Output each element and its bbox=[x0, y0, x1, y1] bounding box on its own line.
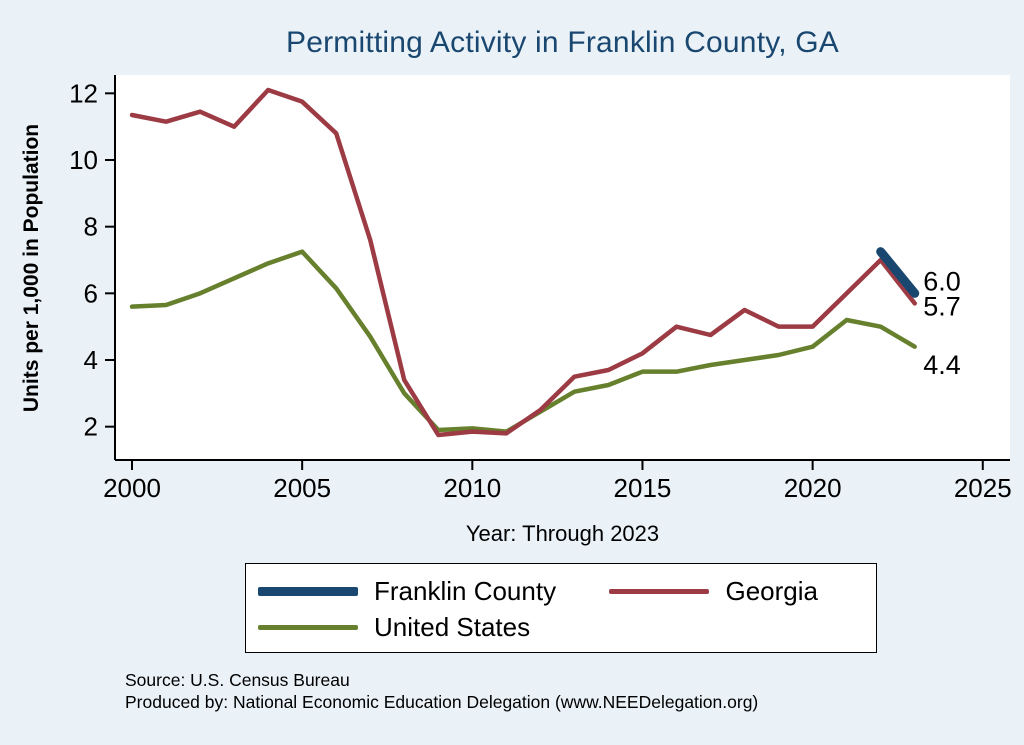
x-tick-label: 2000 bbox=[103, 473, 161, 503]
series-line-franklin-county bbox=[876, 247, 920, 298]
x-tick-label: 2005 bbox=[273, 473, 331, 503]
y-tick-label: 6 bbox=[84, 278, 98, 308]
source-line-2: Produced by: National Economic Education… bbox=[125, 691, 759, 712]
x-tick-label: 2015 bbox=[614, 473, 672, 503]
chart-title: Permitting Activity in Franklin County, … bbox=[285, 26, 840, 59]
legend-line-swatch bbox=[258, 624, 358, 630]
legend: Franklin County Georgia United States bbox=[245, 563, 877, 653]
legend-line-swatch bbox=[609, 588, 710, 594]
x-tick-label: 2010 bbox=[443, 473, 501, 503]
end-value-label: 6.0 bbox=[923, 267, 961, 297]
chart-svg: 2 4 6 8 10 12 2000 2005 2010 2015 2020 2025 6.05.7 4.… bbox=[20, 75, 1012, 503]
end-value-label: 5.7 bbox=[923, 292, 961, 322]
y-tick-label: 2 bbox=[84, 412, 98, 442]
legend-label: Georgia bbox=[725, 576, 818, 606]
legend-label: United States bbox=[374, 612, 531, 642]
source-line-1: Source: U.S. Census Bureau bbox=[125, 670, 350, 690]
series-line-georgia bbox=[129, 87, 917, 438]
legend-label: Franklin County bbox=[374, 576, 557, 606]
y-tick-label: 8 bbox=[84, 212, 98, 242]
y-tick-label: 12 bbox=[69, 78, 98, 108]
x-axis-caption: Year: Through 2023 bbox=[465, 521, 660, 546]
y-axis-title: Units per 1,000 in Population bbox=[20, 124, 43, 412]
legend-item-georgia: Georgia bbox=[609, 578, 864, 604]
y-tick-label: 10 bbox=[69, 145, 98, 175]
x-tick-label: 2020 bbox=[784, 473, 842, 503]
y-tick-label: 4 bbox=[84, 345, 98, 375]
source-note: Source: U.S. Census Bureau Produced by: … bbox=[125, 670, 1005, 714]
end-value-label: 4.4 bbox=[923, 350, 961, 380]
legend-item-franklin-county: Franklin County bbox=[258, 578, 609, 604]
legend-line-swatch bbox=[258, 586, 358, 596]
legend-item-united-states: United States bbox=[258, 614, 609, 640]
x-tick-label: 2025 bbox=[954, 473, 1012, 503]
